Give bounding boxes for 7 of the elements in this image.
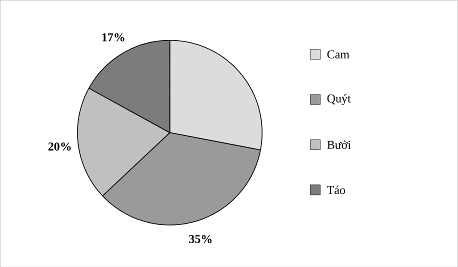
legend-label: Quýt bbox=[327, 94, 351, 105]
data-label: 17% bbox=[102, 33, 124, 42]
data-label: 20% bbox=[48, 142, 71, 150]
legend-label: Cam bbox=[327, 50, 350, 58]
legend-label: Bưởi bbox=[327, 140, 351, 149]
legend-label: Táo bbox=[327, 185, 346, 194]
data-label: 35% bbox=[189, 234, 212, 243]
